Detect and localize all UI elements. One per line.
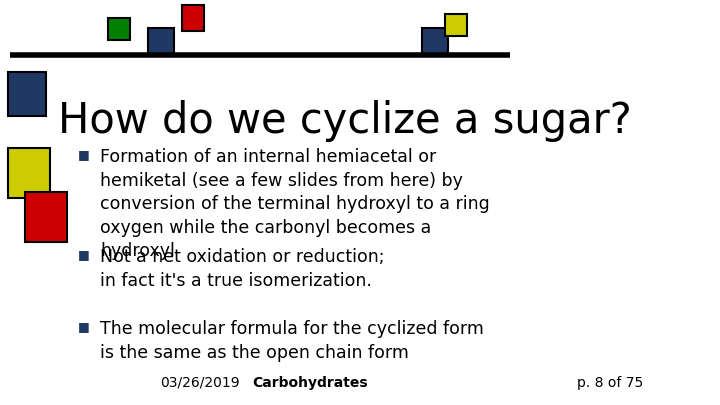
Text: p. 8 of 75: p. 8 of 75 (577, 376, 643, 390)
Bar (8, 148, 50, 198)
Text: ■: ■ (78, 320, 90, 333)
Bar (182, 5, 204, 31)
Bar (422, 28, 448, 54)
Bar (8, 72, 46, 116)
Bar (445, 14, 467, 36)
Text: Carbohydrates: Carbohydrates (252, 376, 368, 390)
Text: ■: ■ (78, 248, 90, 261)
Bar (25, 192, 67, 242)
Text: 03/26/2019: 03/26/2019 (160, 376, 240, 390)
Text: Not a net oxidation or reduction;
in fact it's a true isomerization.: Not a net oxidation or reduction; in fac… (100, 248, 384, 290)
Bar (108, 18, 130, 40)
Text: The molecular formula for the cyclized form
is the same as the open chain form: The molecular formula for the cyclized f… (100, 320, 484, 362)
Bar (148, 28, 174, 54)
Text: How do we cyclize a sugar?: How do we cyclize a sugar? (58, 100, 631, 142)
Text: ■: ■ (78, 148, 90, 161)
Text: Formation of an internal hemiacetal or
hemiketal (see a few slides from here) by: Formation of an internal hemiacetal or h… (100, 148, 490, 260)
